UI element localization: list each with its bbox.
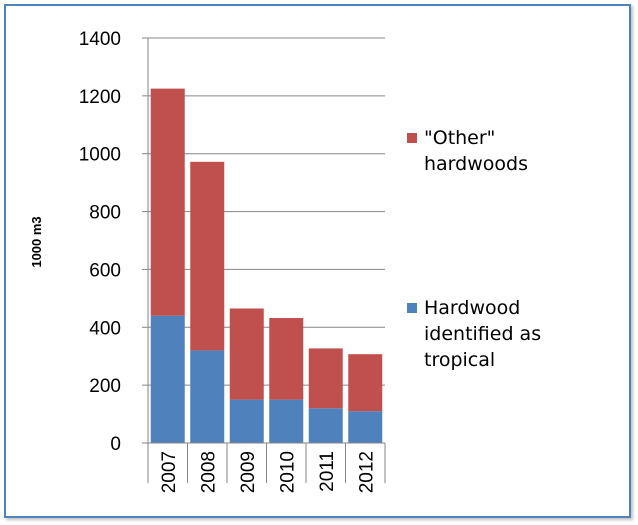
bars [150,88,383,443]
legend-label: tropical [424,349,495,371]
legend-label: identified as [424,323,541,345]
y-tick-label: 400 [89,318,121,339]
legend: "Other" hardwoods Hardwood identified as tro… [407,127,541,371]
bar-2009-series-2 [229,308,264,400]
y-axis-label: 1000 m3 [29,216,44,267]
y-tick-label: 200 [89,376,121,397]
legend-swatch [407,133,417,143]
x-axis-ticks: 2007 2008 2009 2010 2011 2012 [147,443,386,493]
y-tick-label: 1200 [79,87,121,108]
y-tick-label: 600 [89,260,121,281]
y-axis-ticks: 0 200 400 600 800 1000 1200 1400 [79,29,148,455]
bar-2011-series-1 [308,408,343,443]
bar-2010-series-2 [269,318,304,400]
legend-label: "Other" [424,127,495,149]
y-tick-label: 1000 [79,145,121,166]
legend-label: hardwoods [424,153,528,175]
bar-2008-series-1 [190,350,225,443]
bar-2011-series-2 [308,348,343,409]
legend-swatch [407,303,417,313]
bar-2010-series-1 [269,399,304,443]
bar-2009-series-1 [229,399,264,443]
y-tick-label: 1400 [79,29,121,50]
x-tick-label: 2012 [356,451,377,493]
x-tick-label: 2011 [317,451,338,492]
legend-label: Hardwood [424,297,520,319]
y-tick-label: 800 [89,203,121,224]
gridlines [148,37,385,386]
bar-2008-series-2 [190,161,225,351]
y-tick-label: 0 [110,434,121,455]
bar-2007-series-1 [150,315,185,443]
x-tick-label: 2010 [277,451,298,493]
x-tick-label: 2009 [238,451,259,493]
bar-2007-series-2 [150,88,185,316]
x-tick-label: 2007 [159,451,180,493]
bar-2012-series-1 [348,411,383,443]
bar-2012-series-2 [348,354,383,412]
x-tick-label: 2008 [198,451,219,493]
